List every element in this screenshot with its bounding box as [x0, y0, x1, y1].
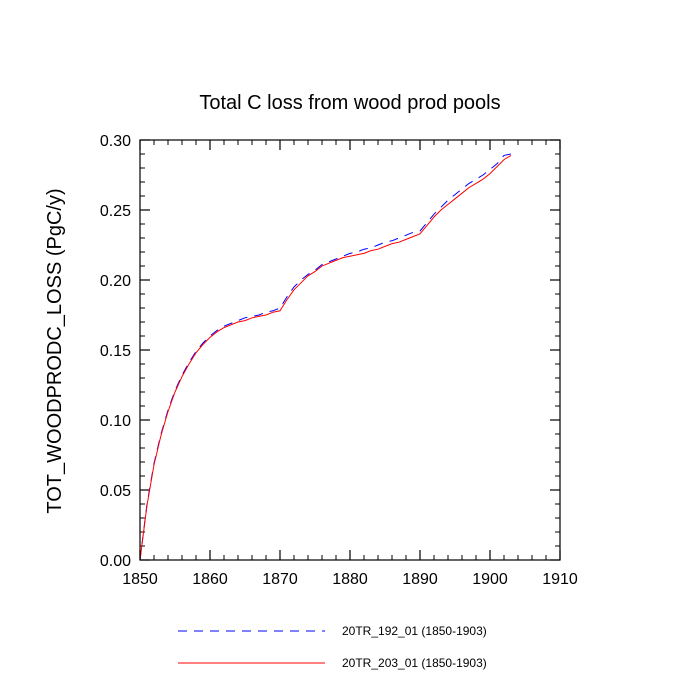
- x-tick-label: 1890: [402, 571, 438, 588]
- minor-ticks: [140, 140, 560, 560]
- y-tick-label: 0.15: [100, 343, 131, 360]
- x-tick-label: 1870: [262, 571, 298, 588]
- y-tick-label: 0.25: [100, 203, 131, 220]
- legend: 20TR_192_01 (1850-1903) 20TR_203_01 (1850…: [178, 624, 487, 670]
- legend-label-2: 20TR_203_01 (1850-1903): [342, 656, 487, 670]
- x-tick-label: 1880: [332, 571, 368, 588]
- y-tick-label: 0.00: [100, 553, 131, 570]
- x-tick-label: 1860: [192, 571, 228, 588]
- x-tick-label: 1850: [122, 571, 158, 588]
- y-axis-label: TOT_WOODPRODC_LOSS (PgC/y): [44, 188, 66, 513]
- y-tick-label: 0.20: [100, 273, 131, 290]
- major-ticks: [139, 139, 561, 561]
- x-tick-label: 1910: [542, 571, 578, 588]
- legend-label-1: 20TR_192_01 (1850-1903): [342, 624, 487, 638]
- plot-frame: [139, 139, 561, 561]
- y-tick-label: 0.05: [100, 483, 131, 500]
- chart-title: Total C loss from wood prod pools: [199, 92, 500, 114]
- x-tick-label: 1900: [472, 571, 508, 588]
- tick-labels: 1850 1860 1870 1880 1890 1900 1910 0.00 0.05 0.10…: [100, 133, 578, 588]
- series-line-1: [139, 153, 512, 561]
- series-lines: [139, 153, 512, 561]
- series-line-2: [139, 154, 512, 561]
- y-tick-label: 0.10: [100, 413, 131, 430]
- y-tick-label: 0.30: [100, 133, 131, 150]
